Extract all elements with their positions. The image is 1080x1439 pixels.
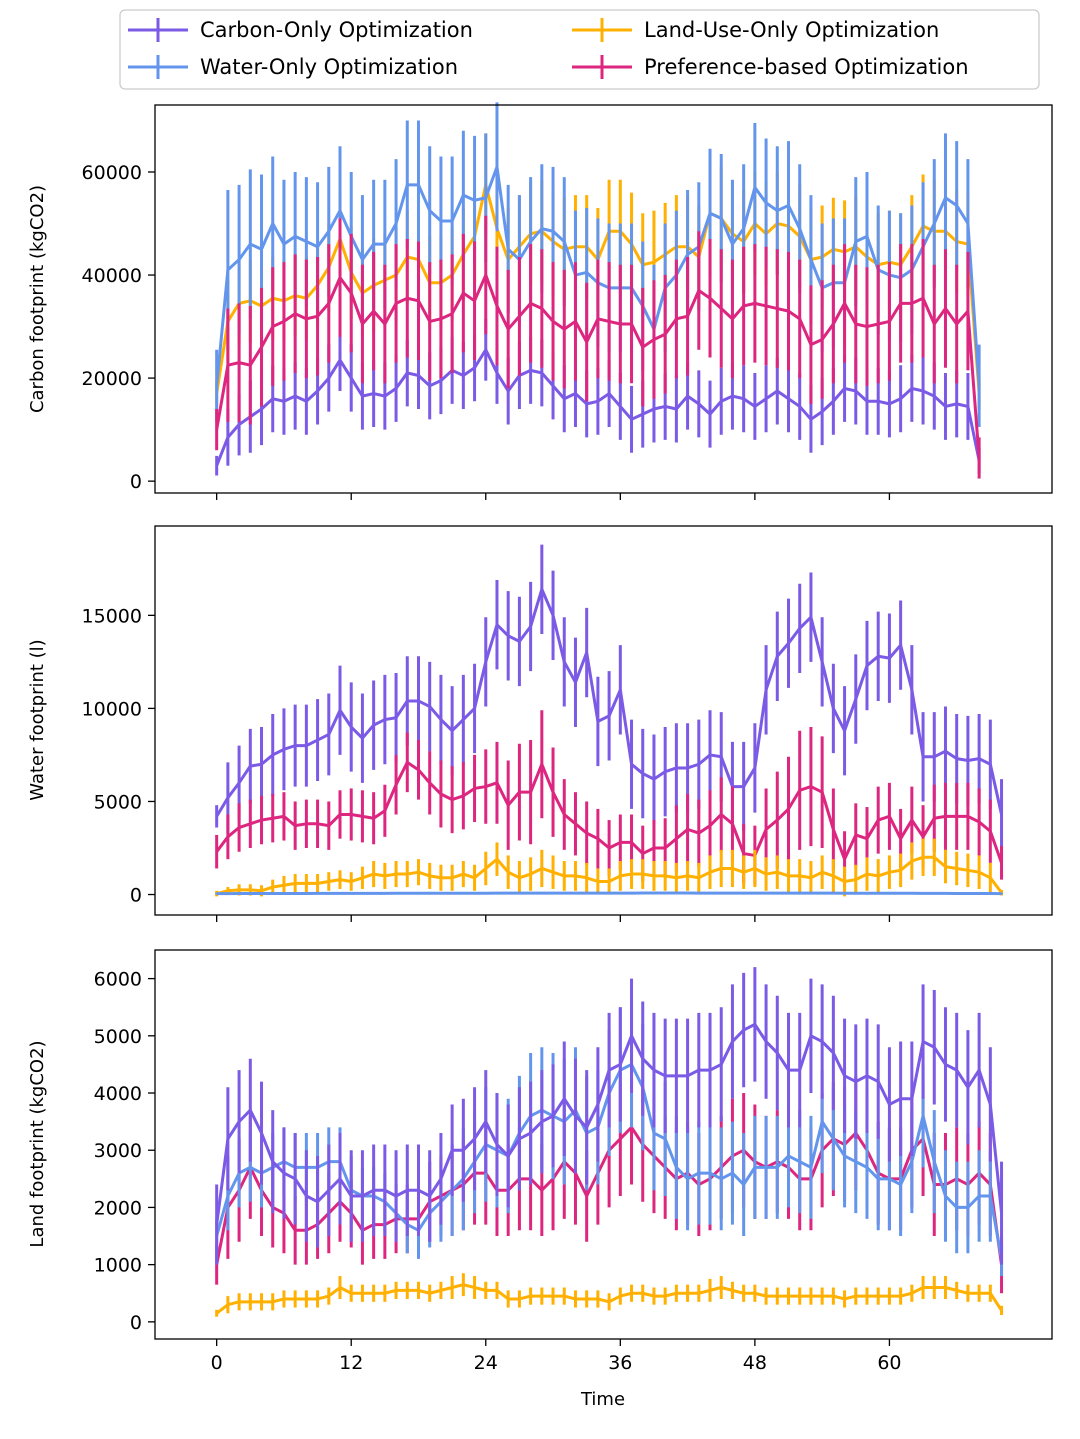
land-footprint-y-tick-label: 1000 bbox=[94, 1255, 142, 1277]
legend-entry-preference: Preference-based Optimization bbox=[572, 55, 969, 79]
land-footprint-series-land bbox=[215, 1273, 1004, 1317]
carbon-footprint-y-tick-label: 60000 bbox=[82, 162, 142, 184]
water-footprint-preference-line bbox=[215, 760, 1003, 864]
carbon-footprint-y-axis-label: Carbon footprint (kgCO2) bbox=[27, 185, 48, 413]
legend-label-preference: Preference-based Optimization bbox=[644, 55, 969, 79]
land-footprint-y-tick-label: 6000 bbox=[94, 969, 142, 991]
land-footprint-y-tick-label: 5000 bbox=[94, 1026, 142, 1048]
legend-label-land: Land-Use-Only Optimization bbox=[644, 18, 939, 42]
legend-frame bbox=[119, 9, 1040, 90]
water-footprint-water-line bbox=[216, 891, 1002, 896]
water-footprint-axes-frame bbox=[154, 525, 1053, 916]
land-footprint-x-tick-label: 36 bbox=[608, 1352, 632, 1374]
water-footprint-land-line bbox=[216, 855, 1003, 896]
legend: Carbon-Only Optimization Land-Use-Only O… bbox=[119, 9, 1040, 90]
water-footprint-y-axis-label: Water footprint (l) bbox=[27, 639, 48, 800]
carbon-footprint-carbon-line bbox=[215, 348, 981, 467]
land-footprint-carbon-line bbox=[215, 1022, 1004, 1225]
carbon-footprint-y-tick-label: 0 bbox=[130, 471, 142, 493]
land-footprint-x-tick-label: 24 bbox=[474, 1352, 498, 1374]
carbon-footprint-axes-frame bbox=[154, 104, 1053, 494]
land-footprint-x-tick-label: 60 bbox=[877, 1352, 901, 1374]
land-footprint-axes-frame bbox=[154, 949, 1053, 1340]
carbon-footprint-y-tick-label: 40000 bbox=[82, 265, 142, 287]
land-footprint-y-tick-label: 4000 bbox=[94, 1083, 142, 1105]
carbon-footprint-panel: 0 20000 40000 60000 Carbon footprint (kgCO2… bbox=[27, 102, 1053, 500]
land-footprint-panel: 0 12 24 36 48 60 0 1000 2000 3000 4000 5000 6000 La… bbox=[27, 949, 1053, 1410]
carbon-footprint-preference-line bbox=[215, 273, 981, 459]
legend-entry-land: Land-Use-Only Optimization bbox=[572, 18, 939, 42]
water-footprint-y-ticks: 0 5000 10000 15000 bbox=[82, 605, 155, 907]
time-x-axis-label: Time bbox=[580, 1389, 625, 1410]
land-footprint-y-tick-label: 3000 bbox=[94, 1140, 142, 1162]
water-footprint-x-ticks bbox=[216, 915, 891, 922]
carbon-footprint-x-ticks bbox=[216, 493, 891, 500]
land-footprint-y-axis-label: Land footprint (kgCO2) bbox=[27, 1040, 48, 1247]
land-footprint-y-tick-label: 0 bbox=[130, 1312, 142, 1334]
water-footprint-y-tick-label: 10000 bbox=[82, 698, 142, 720]
water-footprint-series-land bbox=[215, 838, 1004, 897]
land-footprint-y-tick-label: 2000 bbox=[94, 1197, 142, 1219]
carbon-footprint-marks bbox=[215, 102, 981, 479]
land-footprint-marks bbox=[215, 967, 1004, 1317]
water-footprint-y-tick-label: 15000 bbox=[82, 605, 142, 627]
legend-entry-water: Water-Only Optimization bbox=[128, 55, 458, 79]
land-footprint-x-tick-label: 48 bbox=[743, 1352, 767, 1374]
legend-entry-carbon: Carbon-Only Optimization bbox=[128, 18, 473, 42]
water-footprint-y-tick-label: 0 bbox=[130, 885, 142, 907]
water-footprint-series-carbon bbox=[215, 544, 1004, 850]
water-footprint-series-water bbox=[215, 891, 1004, 896]
water-footprint-marks bbox=[215, 544, 1004, 897]
carbon-footprint-y-tick-label: 20000 bbox=[82, 368, 142, 390]
land-footprint-x-tick-label: 12 bbox=[339, 1352, 363, 1374]
water-footprint-y-tick-label: 5000 bbox=[94, 791, 142, 813]
legend-label-water: Water-Only Optimization bbox=[200, 55, 458, 79]
land-footprint-land-line bbox=[215, 1283, 1003, 1315]
water-footprint-carbon-line bbox=[215, 587, 1004, 818]
land-footprint-series-carbon bbox=[215, 967, 1004, 1265]
land-footprint-x-tick-label: 0 bbox=[211, 1352, 223, 1374]
water-footprint-panel: 0 5000 10000 15000 Water footprint (l) bbox=[27, 525, 1053, 922]
water-footprint-series-preference bbox=[215, 710, 1004, 888]
carbon-footprint-y-ticks: 0 20000 40000 60000 bbox=[82, 162, 155, 493]
land-footprint-x-ticks: 0 12 24 36 48 60 bbox=[211, 1339, 902, 1374]
carbon-footprint-series-preference bbox=[215, 215, 981, 479]
legend-label-carbon: Carbon-Only Optimization bbox=[200, 18, 473, 42]
land-footprint-y-ticks: 0 1000 2000 3000 4000 5000 6000 bbox=[94, 969, 155, 1334]
